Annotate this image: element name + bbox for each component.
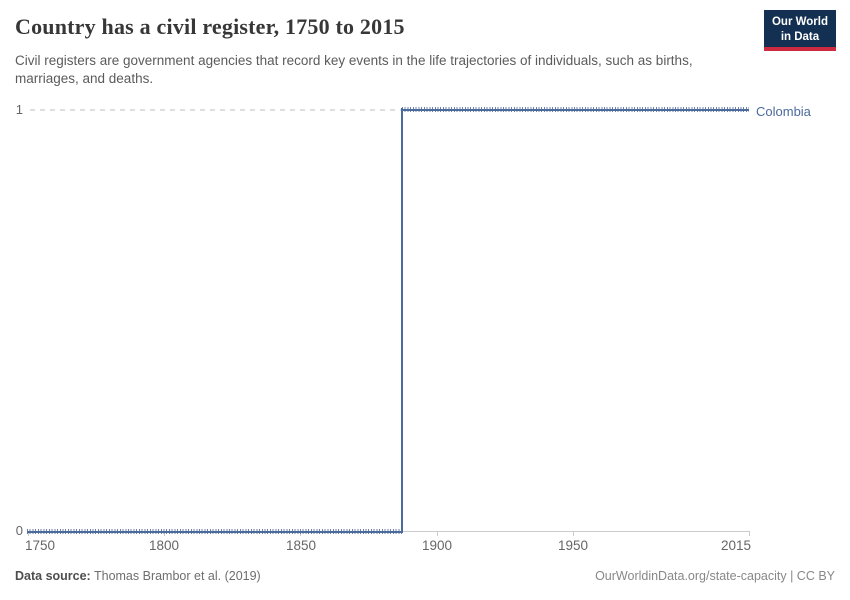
credit-link[interactable]: OurWorldinData.org/state-capacity | CC B… <box>595 569 835 583</box>
x-axis-label-1800: 1800 <box>148 538 180 553</box>
x-axis-label-1950: 1950 <box>557 538 589 553</box>
y-axis-tick-label-1: 1 <box>15 102 23 117</box>
x-axis-label-2015: 2015 <box>720 538 751 553</box>
page-title: Country has a civil register, 1750 to 20… <box>15 14 405 39</box>
data-source-value: Thomas Brambor et al. (2019) <box>90 569 261 583</box>
gridline-y1 <box>30 109 402 111</box>
x-axis-label-1900: 1900 <box>421 538 453 553</box>
data-source-note: Data source: Thomas Brambor et al. (2019… <box>15 569 261 583</box>
owid-logo[interactable]: Our World in Data <box>763 10 836 52</box>
chart-subtitle: Civil registers are government agencies … <box>15 53 693 86</box>
data-source-label: Data source: <box>15 569 91 583</box>
y-axis-tick-label-0: 0 <box>15 523 23 538</box>
x-axis-label-1850: 1850 <box>285 538 317 553</box>
x-axis-tick-1900 <box>437 531 438 536</box>
x-axis-tick-1950 <box>573 531 574 536</box>
series-label-colombia: Colombia <box>756 104 811 119</box>
x-axis-tick-2015 <box>749 531 750 536</box>
series-line-colombia-zero-segment <box>27 529 403 534</box>
owid-logo-line1: Our World <box>771 16 828 28</box>
owid-logo-line2: in Data <box>780 30 820 43</box>
x-axis-label-1750: 1750 <box>25 538 56 553</box>
series-line-colombia-one-segment <box>402 107 749 112</box>
series-line-colombia-step-segment <box>401 108 403 532</box>
